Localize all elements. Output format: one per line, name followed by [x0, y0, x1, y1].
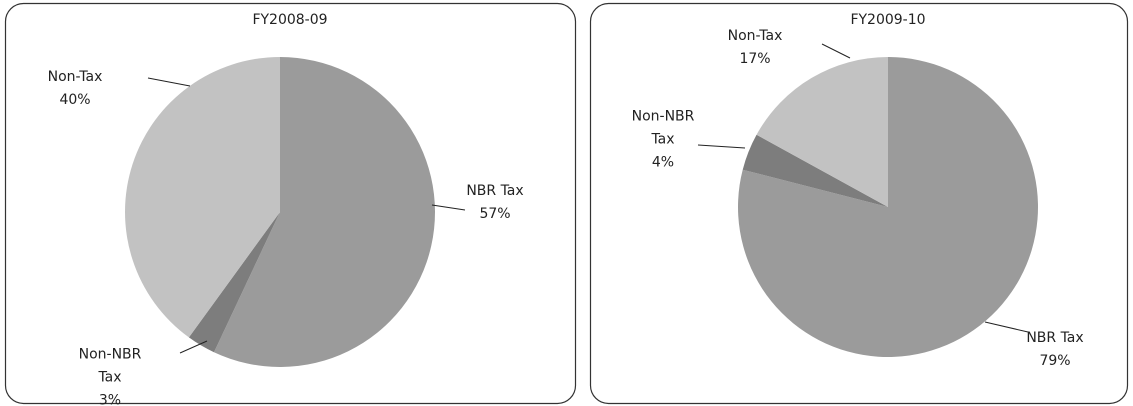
pie-slice	[214, 57, 435, 367]
value-label: 4%	[651, 154, 675, 171]
slice-label: Non-NBR Tax 4%	[625, 106, 701, 175]
chart-title: FY2009-10	[850, 12, 925, 28]
leader-line	[179, 340, 208, 354]
value-label: 3%	[98, 392, 122, 406]
category-label: Non-Tax	[47, 69, 103, 85]
leader-line	[984, 321, 1029, 333]
category-label: Non-Tax	[727, 28, 783, 44]
leader-line	[821, 43, 851, 59]
slice-label: Non-Tax 40%	[37, 66, 113, 112]
category-label: Non-NBR Tax	[78, 346, 142, 386]
leader-line	[697, 144, 746, 149]
pie-slice	[756, 57, 888, 207]
chart-title: FY2008-09	[252, 12, 327, 28]
leader-line	[431, 204, 466, 211]
pie-slice	[124, 57, 280, 338]
value-label: 57%	[479, 206, 511, 222]
leader-line	[147, 77, 191, 87]
slice-label: NBR Tax 79%	[1017, 327, 1093, 373]
pie-slice	[188, 212, 280, 353]
value-label: 79%	[1039, 353, 1071, 369]
value-label: 40%	[59, 92, 91, 108]
category-label: Non-NBR Tax	[631, 108, 695, 148]
category-label: NBR Tax	[466, 183, 524, 199]
pie-slice	[742, 134, 888, 207]
category-label: NBR Tax	[1026, 330, 1084, 346]
slice-label: Non-Tax 17%	[717, 25, 793, 71]
slice-label: Non-NBR Tax 3%	[72, 344, 148, 406]
slice-label: NBR Tax 57%	[457, 180, 533, 226]
value-label: 17%	[739, 51, 771, 67]
